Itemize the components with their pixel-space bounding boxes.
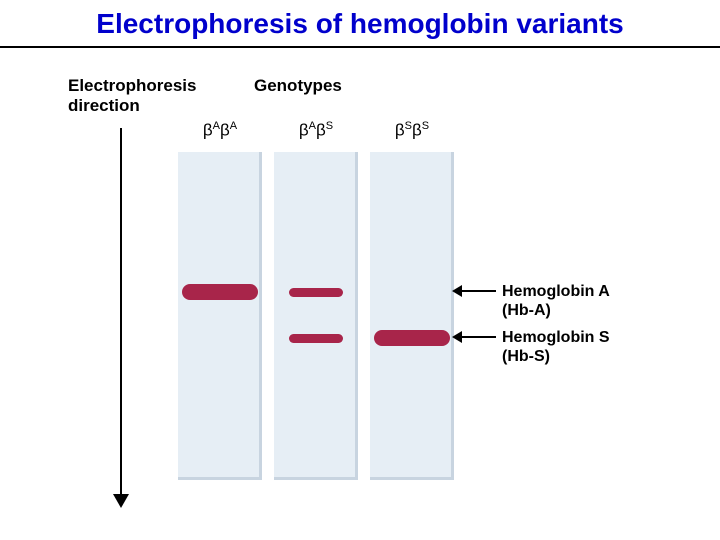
band-callout: Hemoglobin A(Hb-A) [502, 282, 610, 320]
gel-lane [274, 152, 358, 480]
callout-line2: (Hb-A) [502, 301, 610, 320]
lane-label: βSβS [370, 120, 454, 141]
heading-direction: Electrophoresis direction [68, 76, 197, 116]
page-title: Electrophoresis of hemoglobin variants [0, 8, 720, 48]
callout-line1: Hemoglobin S [502, 328, 610, 347]
gel-lane [370, 152, 454, 480]
heading-genotypes: Genotypes [254, 76, 342, 96]
callout-line2: (Hb-S) [502, 347, 610, 366]
gel-band [182, 284, 258, 300]
direction-arrow-head-icon [113, 494, 129, 508]
band-callout: Hemoglobin S(Hb-S) [502, 328, 610, 366]
gel-lane [178, 152, 262, 480]
lane-label: βAβS [274, 120, 358, 141]
callout-arrow-icon [460, 336, 496, 338]
gel-band [289, 288, 343, 297]
callout-arrow-icon [460, 290, 496, 292]
callout-line1: Hemoglobin A [502, 282, 610, 301]
gel-band [374, 330, 450, 346]
gel-band [289, 334, 343, 343]
lane-label: βAβA [178, 120, 262, 141]
direction-arrow-shaft [120, 128, 122, 498]
